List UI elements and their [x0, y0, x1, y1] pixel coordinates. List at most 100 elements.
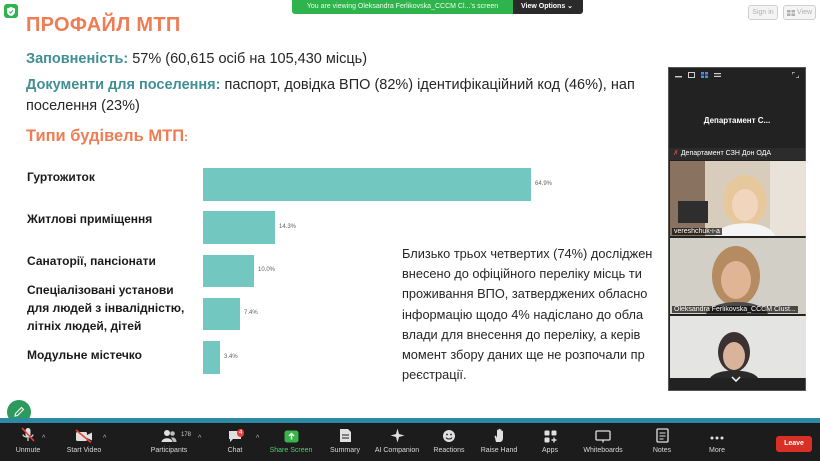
chat-unread-badge: 4: [237, 429, 245, 437]
category-label: Санаторії, пансіонати: [27, 252, 156, 270]
reactions-label: Reactions: [433, 447, 465, 454]
share-banner-text: You are viewing Oleksandra Ferlikovska_C…: [292, 0, 513, 14]
apps-label: Apps: [542, 447, 558, 454]
summary-label: Summary: [330, 447, 360, 454]
documents-text: паспорт, довідка ВПО (82%) ідентифікацій…: [220, 77, 635, 93]
share-screen-button[interactable]: Share Screen: [268, 423, 314, 461]
raise-hand-label: Raise Hand: [480, 447, 518, 454]
summary-icon: [339, 423, 352, 443]
raise-hand-icon: [493, 423, 506, 443]
occupancy-text: 57% (60,615 осіб на 105,430 місць): [128, 51, 368, 67]
notes-icon: [655, 423, 669, 443]
paragraph-line: інформацію щодо 4% надіслано до обла: [402, 306, 644, 322]
view-options-label: View Options: [521, 3, 566, 10]
apps-icon: [544, 423, 557, 443]
mic-off-icon: [21, 423, 35, 443]
paragraph-line: внесено до офіційного переліку місць ти: [402, 266, 642, 282]
category-label-line: Спеціалізовані установи: [27, 283, 174, 297]
participants-label: Participants: [150, 447, 188, 454]
occupancy-line: Заповненість: 57% (60,615 осіб на 105,43…: [26, 51, 367, 67]
minimize-icon[interactable]: [675, 72, 682, 78]
whiteboards-icon: [595, 423, 611, 443]
view-button[interactable]: View: [783, 5, 816, 20]
panel-toolbar: [669, 68, 805, 82]
participants-options-caret-icon[interactable]: ^: [198, 435, 202, 442]
building-types-title: Типи будівель МТП:: [26, 127, 188, 146]
reactions-icon: [442, 423, 456, 443]
apps-button[interactable]: Apps: [536, 423, 564, 461]
chat-options-caret-icon[interactable]: ^: [256, 435, 260, 442]
bar: [203, 341, 220, 374]
category-label-line: літніх людей, дітей: [27, 319, 142, 333]
ai-companion-button[interactable]: AI Companion: [372, 423, 422, 461]
audio-options-caret-icon[interactable]: ^: [42, 435, 46, 442]
meeting-toolbar: Unmute ^ Start Video ^ Participants 178 …: [0, 423, 820, 461]
bar-value-label: 3.4%: [224, 353, 238, 360]
start-video-label: Start Video: [66, 447, 102, 454]
participant-tile[interactable]: vereshchuk-i-a: [670, 161, 806, 236]
department-strip-label: Департамент СЗН Дон ОДА: [680, 150, 772, 157]
participants-video-panel: Департамент С... ✗ Департамент СЗН Дон О…: [668, 67, 806, 391]
participant-video: [670, 238, 806, 314]
chat-button[interactable]: Chat: [222, 423, 248, 461]
paragraph-line: реєстрації.: [402, 367, 467, 383]
reactions-button[interactable]: Reactions: [431, 423, 467, 461]
participant-tile[interactable]: [670, 316, 806, 378]
sign-in-button[interactable]: Sign in: [748, 5, 778, 20]
more-button[interactable]: More: [704, 423, 730, 461]
more-label: More: [709, 447, 725, 454]
category-label-line: Санаторії, пансіонати: [27, 254, 156, 268]
slide-paragraph: Близько трьох четвертих (74%) досліджен …: [402, 244, 702, 385]
gallery-view-icon[interactable]: [701, 72, 708, 78]
chat-label: Chat: [227, 447, 243, 454]
raise-hand-button[interactable]: Raise Hand: [480, 423, 518, 461]
category-label-line: Житлові приміщення: [27, 212, 153, 226]
summary-button[interactable]: Summary: [326, 423, 364, 461]
ai-companion-label: AI Companion: [374, 447, 420, 454]
occupancy-label: Заповненість:: [26, 51, 129, 67]
view-button-label: View: [796, 9, 813, 16]
scroll-down-chevron-icon[interactable]: [731, 376, 741, 382]
unmute-button[interactable]: Unmute: [8, 423, 48, 461]
paragraph-line: проживання ВПО, затверджених обласно: [402, 286, 648, 302]
expand-icon[interactable]: [792, 72, 799, 78]
share-screen-icon: [284, 423, 299, 443]
bar: [203, 211, 275, 244]
screen-share-banner: You are viewing Oleksandra Ferlikovska_C…: [292, 0, 584, 14]
category-label-line: для людей з інвалідністю,: [27, 301, 185, 315]
participant-tile[interactable]: Oleksandra Ferlikovska_CCCM Clust...: [670, 238, 806, 314]
notes-button[interactable]: Notes: [648, 423, 676, 461]
whiteboards-button[interactable]: Whiteboards: [580, 423, 626, 461]
hide-panel-icon[interactable]: [714, 72, 721, 78]
slide-title: ПРОФАЙЛ МТП: [26, 14, 181, 36]
pencil-icon: [14, 406, 25, 417]
category-label: Гуртожиток: [27, 168, 95, 186]
participants-count: 178: [181, 432, 192, 438]
participants-button[interactable]: Participants: [148, 423, 190, 461]
category-label: Спеціалізовані установи для людей з інвал…: [27, 281, 184, 335]
share-screen-label: Share Screen: [269, 447, 313, 454]
security-shield-icon[interactable]: [4, 4, 18, 18]
participant-name: vereshchuk-i-a: [672, 228, 722, 235]
participant-name: Oleksandra Ferlikovska_CCCM Clust...: [672, 306, 798, 313]
leave-button[interactable]: Leave: [776, 436, 812, 452]
documents-line-2: поселення (23%): [26, 98, 140, 114]
category-label: Модульне містечко: [27, 346, 142, 364]
ai-companion-icon: [390, 423, 405, 443]
video-options-caret-icon[interactable]: ^: [103, 435, 107, 442]
bar: [203, 298, 240, 330]
department-name: Департамент С...: [703, 116, 771, 125]
notes-label: Notes: [652, 447, 672, 454]
bar-value-label: 10.0%: [258, 267, 276, 273]
category-label-line: Гуртожиток: [27, 170, 95, 184]
video-off-icon: [75, 423, 93, 443]
start-video-button[interactable]: Start Video: [62, 423, 106, 461]
category-label-line: Модульне містечко: [27, 348, 142, 362]
speaker-view-icon[interactable]: [688, 72, 695, 78]
participants-icon: [161, 423, 177, 443]
whiteboards-label: Whiteboards: [583, 447, 623, 454]
view-options-button[interactable]: View Options ⌄: [513, 0, 584, 14]
building-types-title-text: Типи будівель МТП: [26, 127, 185, 145]
bar-value-label: 7.4%: [244, 310, 258, 316]
